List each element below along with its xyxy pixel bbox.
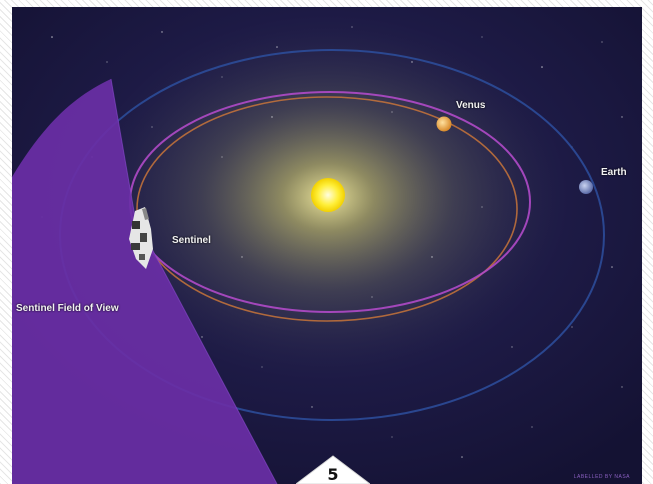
venus-label: Venus <box>456 100 486 111</box>
field-of-view-label: Sentinel Field of View <box>16 303 119 314</box>
earth-label: Earth <box>601 167 627 178</box>
diagram-frame: Venus Earth Sentinel Sentinel Field of V… <box>12 7 642 484</box>
image-credit: LABELLED BY NASA <box>573 474 630 480</box>
field-of-view-wedge <box>12 79 277 484</box>
sentinel-spacecraft <box>129 207 153 269</box>
page-number: 5 <box>327 465 339 484</box>
page-badge-shape <box>296 455 370 484</box>
inner-orbit <box>136 96 518 322</box>
venus-planet <box>436 116 452 132</box>
sentinel-label: Sentinel <box>172 235 211 246</box>
earth-planet <box>579 180 593 194</box>
page-number-badge: 5 <box>296 455 370 484</box>
solar-system-diagram <box>12 7 642 484</box>
sun <box>311 178 345 212</box>
